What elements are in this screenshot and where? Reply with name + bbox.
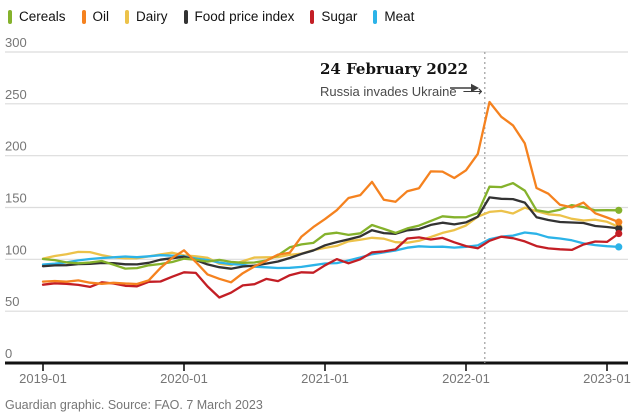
legend-item-cereals: Cereals [8,8,66,26]
x-axis-tick-label: 2020-01 [160,371,208,386]
event-annotation-text: Russia invades Ukraine ⟶ [320,82,550,101]
x-axis-tick-label: 2019-01 [19,371,67,386]
legend-swatch-sugar [310,10,315,24]
x-axis-tick-label: 2023-01 [583,371,631,386]
annotation-arrow-head [471,83,479,93]
legend: Cereals Oil Dairy Food price index Sugar… [8,8,430,26]
series-end-dot-cereals [615,206,623,214]
legend-item-oil: Oil [81,8,110,26]
x-axis-tick-label: 2021-01 [301,371,349,386]
series-line-food-price-index [41,196,620,270]
right-arrow-icon: ⟶ [462,83,483,99]
series-end-dot-oil [615,218,623,226]
event-annotation-label: Russia invades Ukraine [320,84,457,99]
legend-label: Dairy [136,9,168,24]
y-axis-tick-label: 300 [5,35,27,50]
event-annotation: 24 February 2022 Russia invades Ukraine ⟶ [320,60,550,101]
legend-label: Cereals [19,9,66,24]
legend-label: Oil [92,9,110,24]
y-axis-tick-label: 200 [5,139,27,154]
x-axis-tick-label: 2022-01 [442,371,490,386]
series-end-dot-food-price-index [615,224,623,233]
legend-item-meat: Meat [373,8,414,26]
y-axis-tick-label: 250 [5,87,27,102]
legend-item-sugar: Sugar [310,8,357,26]
y-axis-tick-label: 50 [5,294,19,309]
legend-swatch-meat [373,10,378,24]
legend-swatch-food-price-index [183,10,188,24]
legend-item-food-price-index: Food price index [183,8,295,26]
legend-swatch-cereals [8,10,12,24]
series-end-dot-sugar [615,229,623,238]
series-line-oil [41,100,620,286]
y-axis-tick-label: 150 [5,191,27,206]
legend-label: Food price index [194,9,295,24]
event-annotation-date: 24 February 2022 [320,60,469,78]
legend-item-dairy: Dairy [125,8,168,26]
legend-label: Meat [384,9,415,24]
source-note: Guardian graphic. Source: FAO. 7 March 2… [5,398,263,412]
series-line-sugar [41,232,620,299]
legend-swatch-dairy [125,10,130,24]
series-line-cereals [41,181,620,270]
y-axis-tick-label: 0 [5,346,12,361]
legend-swatch-oil [81,10,86,24]
legend-label: Sugar [321,9,358,24]
series-end-dot-meat [615,243,623,251]
y-axis-tick-label: 100 [5,242,27,257]
